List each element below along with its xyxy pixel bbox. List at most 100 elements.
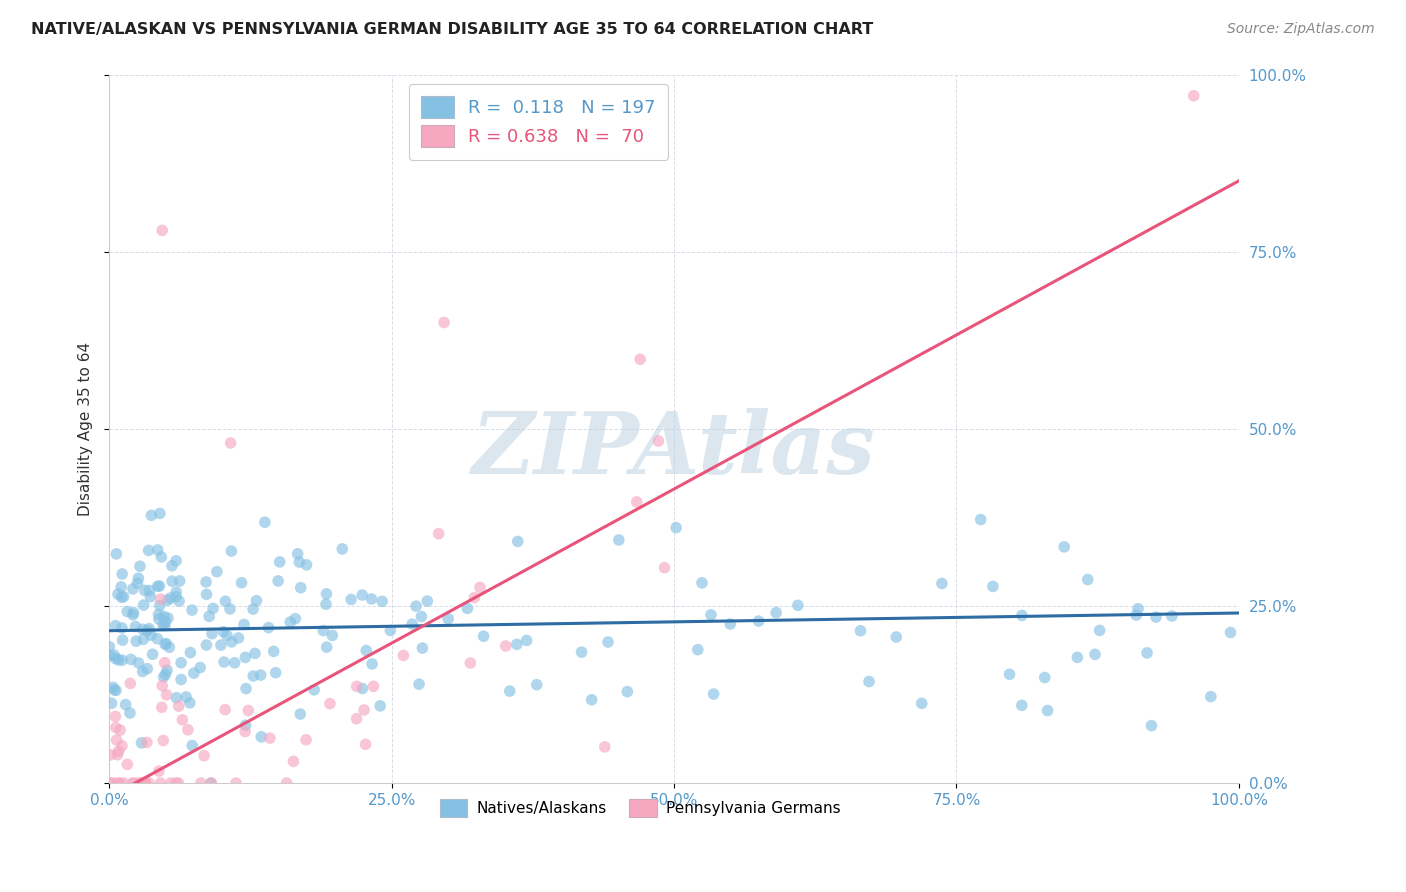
Point bbox=[596, 635, 619, 649]
Point bbox=[111, 633, 134, 648]
Point bbox=[219, 602, 242, 616]
Point bbox=[787, 599, 810, 613]
Point bbox=[114, 698, 136, 712]
Point bbox=[616, 684, 638, 698]
Point bbox=[1144, 610, 1167, 624]
Point bbox=[155, 637, 177, 651]
Point bbox=[1011, 698, 1033, 713]
Point bbox=[249, 668, 271, 682]
Point bbox=[138, 776, 160, 790]
Point bbox=[581, 692, 603, 706]
Point bbox=[124, 619, 146, 633]
Point bbox=[111, 566, 134, 581]
Point bbox=[138, 543, 160, 558]
Point bbox=[1160, 609, 1182, 624]
Point bbox=[1053, 540, 1076, 554]
Point bbox=[112, 590, 135, 604]
Point bbox=[101, 776, 124, 790]
Point bbox=[195, 638, 218, 652]
Point bbox=[703, 687, 725, 701]
Point bbox=[108, 723, 131, 737]
Point bbox=[315, 640, 337, 654]
Point bbox=[647, 434, 669, 448]
Point bbox=[138, 622, 160, 636]
Point bbox=[125, 634, 148, 648]
Point bbox=[278, 615, 301, 629]
Point bbox=[157, 640, 180, 655]
Point bbox=[153, 656, 176, 670]
Point bbox=[884, 630, 907, 644]
Point bbox=[101, 680, 124, 694]
Point bbox=[231, 575, 253, 590]
Point bbox=[472, 629, 495, 643]
Point bbox=[118, 706, 141, 720]
Point bbox=[141, 508, 163, 523]
Point bbox=[235, 718, 257, 732]
Point bbox=[263, 644, 285, 658]
Point bbox=[654, 560, 676, 574]
Point bbox=[188, 660, 211, 674]
Point bbox=[214, 594, 236, 608]
Point bbox=[499, 684, 522, 698]
Point bbox=[1084, 648, 1107, 662]
Point bbox=[146, 579, 169, 593]
Point bbox=[626, 495, 648, 509]
Point bbox=[931, 576, 953, 591]
Point bbox=[138, 583, 160, 598]
Point bbox=[104, 618, 127, 632]
Point bbox=[152, 609, 174, 624]
Point bbox=[283, 755, 305, 769]
Point bbox=[103, 648, 125, 662]
Point bbox=[200, 776, 222, 790]
Point bbox=[371, 594, 394, 608]
Point bbox=[132, 598, 155, 612]
Point bbox=[607, 533, 630, 547]
Point bbox=[127, 571, 149, 585]
Point bbox=[228, 631, 250, 645]
Point bbox=[105, 683, 128, 698]
Point bbox=[970, 512, 993, 526]
Point bbox=[150, 223, 173, 237]
Point bbox=[156, 663, 179, 677]
Point bbox=[159, 776, 181, 790]
Point bbox=[153, 618, 176, 632]
Point bbox=[136, 624, 159, 638]
Point bbox=[155, 667, 177, 681]
Point bbox=[253, 515, 276, 529]
Point bbox=[765, 606, 787, 620]
Point bbox=[363, 679, 385, 693]
Text: ZIPAtlas: ZIPAtlas bbox=[472, 409, 876, 491]
Point bbox=[205, 565, 228, 579]
Point bbox=[290, 581, 312, 595]
Point bbox=[690, 575, 713, 590]
Point bbox=[1182, 88, 1205, 103]
Point bbox=[136, 735, 159, 749]
Point bbox=[380, 624, 402, 638]
Point bbox=[152, 733, 174, 747]
Point bbox=[167, 594, 190, 608]
Point bbox=[167, 776, 190, 790]
Point bbox=[221, 635, 243, 649]
Point bbox=[100, 776, 122, 790]
Point bbox=[506, 637, 529, 651]
Point bbox=[686, 642, 709, 657]
Point bbox=[1077, 573, 1099, 587]
Point bbox=[264, 665, 287, 680]
Point bbox=[148, 612, 170, 626]
Point bbox=[392, 648, 415, 663]
Point bbox=[665, 521, 688, 535]
Point bbox=[111, 653, 134, 667]
Point bbox=[190, 776, 212, 790]
Point bbox=[177, 723, 200, 737]
Point bbox=[405, 599, 427, 614]
Point bbox=[215, 629, 238, 643]
Point bbox=[427, 526, 450, 541]
Point bbox=[346, 712, 368, 726]
Point bbox=[169, 574, 191, 588]
Point bbox=[170, 656, 193, 670]
Point bbox=[319, 697, 342, 711]
Point bbox=[195, 587, 218, 601]
Point bbox=[150, 700, 173, 714]
Point bbox=[134, 583, 156, 598]
Point bbox=[170, 673, 193, 687]
